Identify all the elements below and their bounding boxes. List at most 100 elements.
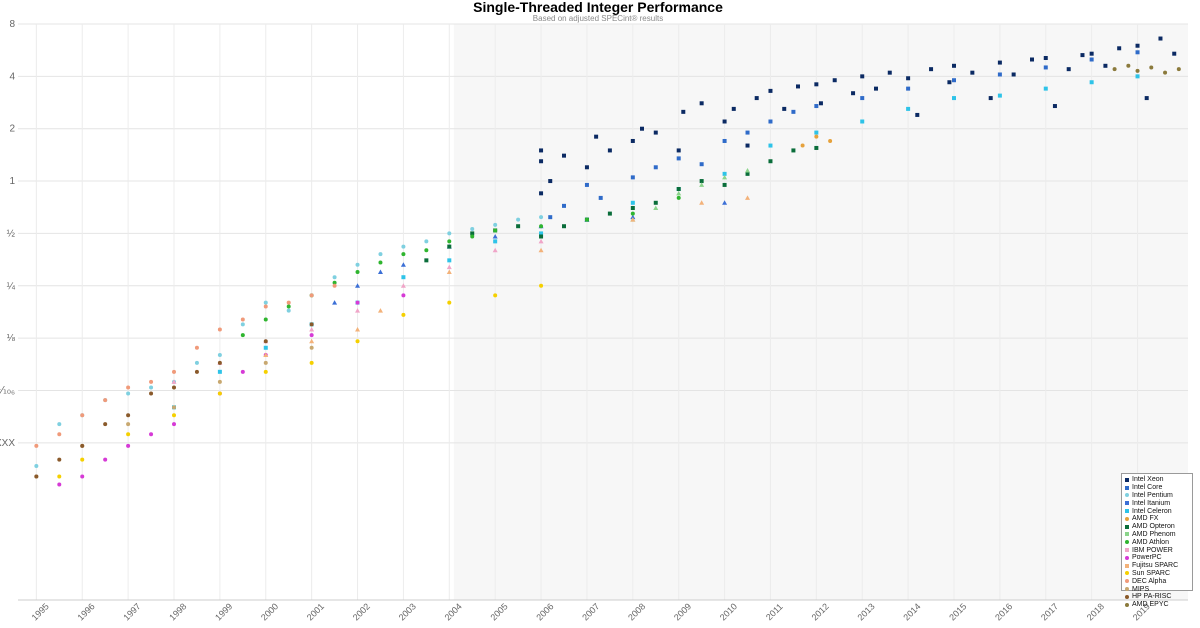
legend-swatch — [1125, 571, 1129, 576]
point-intel-pentium — [126, 391, 131, 396]
legend-item: AMD Phenom — [1125, 531, 1189, 539]
legend-item: IBM POWER — [1125, 546, 1189, 554]
point-intel-xeon — [915, 112, 920, 117]
point-sun-sparc — [401, 312, 406, 317]
point-ibm-power — [492, 247, 498, 253]
point-intel-celeron — [860, 119, 865, 124]
legend-label: HP PA-RISC — [1132, 593, 1172, 601]
point-intel-core — [562, 203, 566, 208]
point-powerpc — [103, 457, 108, 462]
point-intel-xeon — [731, 106, 736, 111]
legend-swatch — [1125, 477, 1129, 482]
point-intel-core — [653, 165, 658, 170]
point-amd-opteron — [722, 182, 727, 187]
legend-swatch — [1125, 587, 1129, 592]
point-dec-alpha — [172, 369, 176, 374]
point-intel-xeon — [676, 148, 681, 153]
point-intel-celeron — [814, 130, 819, 135]
point-hp-pa-risc — [309, 322, 314, 327]
point-intel-pentium — [539, 215, 544, 220]
shaded-region — [453, 24, 1189, 600]
point-intel-xeon — [860, 74, 865, 79]
point-fujitsu-sparc — [538, 247, 544, 253]
point-intel-pentium — [447, 231, 452, 236]
y-tick-label: ¼ — [7, 280, 16, 292]
point-mips — [217, 379, 222, 384]
point-amd-athlon — [378, 260, 383, 265]
point-intel-xeon — [630, 138, 635, 143]
point-sun-sparc — [263, 369, 268, 374]
point-intel-core — [1043, 65, 1048, 70]
point-fujitsu-sparc — [377, 308, 383, 313]
legend-swatch — [1125, 594, 1129, 599]
point-amd-opteron — [539, 234, 544, 239]
point-amd-phenom — [745, 168, 751, 173]
legend-label: Intel Itanium — [1132, 499, 1171, 507]
point-intel-celeron — [997, 93, 1002, 98]
point-dec-alpha — [34, 443, 39, 448]
point-ibm-power — [446, 264, 452, 270]
point-intel-celeron — [630, 200, 635, 205]
point-intel-xeon — [818, 101, 823, 106]
point-hp-pa-risc — [34, 474, 39, 479]
legend-label: IBM POWER — [1132, 546, 1173, 554]
point-intel-pentium — [493, 222, 498, 227]
point-amd-opteron — [699, 179, 704, 184]
point-amd-phenom — [722, 174, 728, 180]
legend-swatch — [1125, 602, 1129, 607]
point-fujitsu-sparc — [745, 195, 751, 200]
point-fujitsu-sparc — [309, 338, 315, 344]
legend-label: AMD EPYC — [1132, 601, 1169, 609]
point-intel-core — [598, 195, 603, 200]
point-intel-core — [1089, 57, 1094, 62]
legend-label: DEC Alpha — [1132, 577, 1167, 585]
point-intel-xeon — [681, 109, 686, 114]
point-hp-pa-risc — [172, 385, 176, 390]
point-intel-celeron — [401, 275, 406, 280]
point-intel-celeron — [493, 239, 498, 244]
point-intel-pentium — [57, 422, 62, 427]
point-intel-core — [768, 119, 773, 124]
point-intel-pentium — [401, 244, 406, 249]
point-ibm-power — [400, 283, 406, 288]
legend-item: Sun SPARC — [1125, 570, 1189, 578]
grid — [18, 23, 1188, 601]
point-intel-itanium — [722, 200, 728, 205]
legend-swatch — [1125, 485, 1129, 490]
point-intel-core — [676, 156, 681, 161]
point-intel-itanium — [332, 300, 338, 305]
point-dec-alpha — [332, 283, 337, 288]
point-intel-pentium — [263, 300, 268, 305]
legend: Intel Xeon Intel Core Intel Pentium Intel I… — [1121, 473, 1193, 608]
point-fujitsu-sparc — [446, 269, 452, 274]
point-intel-xeon — [1052, 104, 1057, 109]
point-sun-sparc — [447, 300, 452, 305]
point-intel-xeon — [1080, 53, 1085, 58]
point-intel-xeon — [548, 179, 553, 184]
point-amd-opteron — [791, 148, 796, 153]
point-powerpc — [240, 369, 245, 374]
point-dec-alpha — [149, 379, 154, 384]
legend-label: Intel Core — [1132, 484, 1163, 492]
point-amd-athlon — [539, 224, 544, 229]
point-amd-opteron — [470, 231, 475, 236]
legend-swatch — [1125, 540, 1129, 545]
point-amd-athlon — [630, 211, 635, 216]
point-intel-xeon — [754, 96, 759, 101]
legend-item: AMD Athlon — [1125, 538, 1189, 546]
point-intel-xeon — [1030, 57, 1034, 62]
point-amd-opteron — [653, 200, 658, 205]
legend-swatch — [1125, 555, 1129, 560]
point-amd-epyc — [1112, 67, 1117, 72]
y-tick-label: 4 — [9, 71, 15, 82]
point-intel-core — [952, 78, 956, 83]
legend-swatch — [1125, 493, 1129, 498]
point-powerpc — [401, 293, 406, 298]
point-intel-xeon — [1135, 43, 1140, 48]
point-powerpc — [172, 422, 176, 427]
legend-item: AMD EPYC — [1125, 601, 1189, 609]
point-amd-phenom — [699, 182, 705, 187]
point-intel-xeon — [796, 84, 800, 89]
point-intel-pentium — [332, 275, 337, 280]
